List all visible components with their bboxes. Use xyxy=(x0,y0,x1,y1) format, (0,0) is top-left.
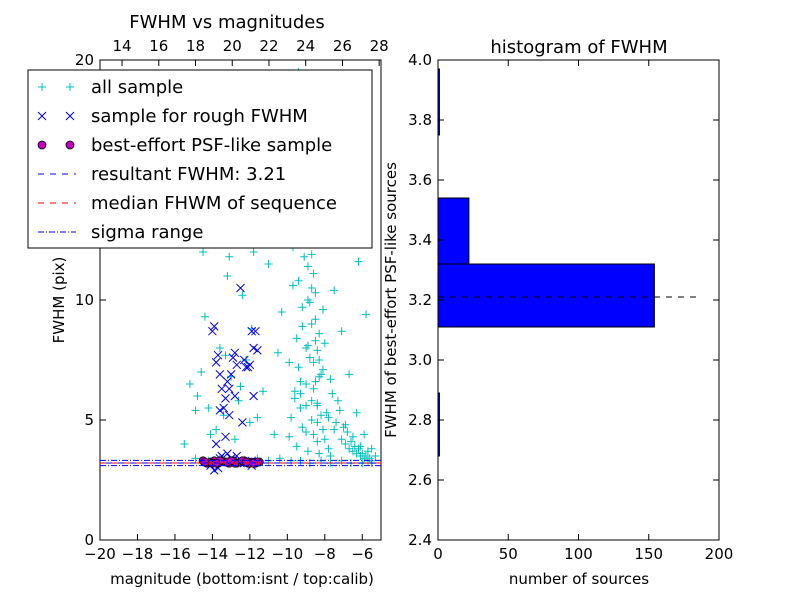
scatter-x-tick-label: −12 xyxy=(234,545,266,563)
scatter-title: FWHM vs magnitudes xyxy=(129,12,324,33)
histogram-x-tick-label: 100 xyxy=(564,545,593,563)
scatter-y-tick-label: 0 xyxy=(84,531,94,549)
scatter-y-tick-label: 10 xyxy=(75,291,94,309)
scatter-top-tick-label: 16 xyxy=(149,37,168,55)
histogram-y-tick-label: 2.4 xyxy=(408,531,432,549)
histogram-y-tick-label: 2.6 xyxy=(408,471,432,489)
histogram-bar xyxy=(438,69,439,135)
histogram-x-tick-label: 0 xyxy=(433,545,443,563)
scatter-x-tick-label: −6 xyxy=(351,545,373,563)
histogram-x-tick-label: 150 xyxy=(634,545,663,563)
scatter-top-tick-label: 22 xyxy=(259,37,278,55)
histogram-y-tick-label: 4.0 xyxy=(408,51,432,69)
histogram-y-tick-label: 3.8 xyxy=(408,111,432,129)
scatter-top-tick-label: 26 xyxy=(333,37,352,55)
histogram-y-tick-label: 3.6 xyxy=(408,171,432,189)
histogram-y-axis-label: FWHM of best-effort PSF-like sources xyxy=(382,162,400,438)
histogram-y-tick-label: 3.0 xyxy=(408,351,432,369)
scatter-x-tick-label: −18 xyxy=(122,545,154,563)
psf-like-point xyxy=(66,141,74,149)
histogram-bar xyxy=(438,393,439,456)
scatter-top-tick-label: 18 xyxy=(186,37,205,55)
histogram-bar xyxy=(438,198,469,264)
legend-label: all sample xyxy=(91,77,183,98)
scatter-y-tick-label: 5 xyxy=(84,411,94,429)
psf-like-point xyxy=(242,458,250,466)
scatter-legend: all sample sample for rough FWHM best-effo… xyxy=(28,70,372,248)
scatter-x-tick-label: −10 xyxy=(272,545,304,563)
scatter-top-tick-label: 28 xyxy=(370,37,389,55)
histogram-x-tick-label: 50 xyxy=(499,545,518,563)
scatter-x-tick-label: −14 xyxy=(197,545,229,563)
histogram-y-tick-label: 2.8 xyxy=(408,411,432,429)
legend-label: sample for rough FWHM xyxy=(91,106,308,127)
histogram-x-axis-label: number of sources xyxy=(509,570,649,588)
scatter-top-tick-label: 14 xyxy=(112,37,131,55)
histogram-bar xyxy=(438,264,654,327)
legend-label: median FHWM of sequence xyxy=(91,193,337,214)
legend-label: best-effort PSF-like sample xyxy=(91,135,332,156)
histogram-y-tick-label: 3.2 xyxy=(408,291,432,309)
psf-like-point xyxy=(201,458,209,466)
histogram-y-tick-label: 3.4 xyxy=(408,231,432,249)
psf-like-point xyxy=(38,141,46,149)
legend-label: resultant FWHM: 3.21 xyxy=(91,164,286,185)
scatter-y-tick-label: 20 xyxy=(75,51,94,69)
histogram-x-tick-label: 200 xyxy=(705,545,734,563)
scatter-x-tick-label: −16 xyxy=(159,545,191,563)
legend-label: sigma range xyxy=(91,222,203,243)
scatter-x-tick-label: −8 xyxy=(314,545,336,563)
scatter-y-axis-label: FWHM (pix) xyxy=(50,257,68,344)
scatter-x-axis-label: magnitude (bottom:isnt / top:calib) xyxy=(110,570,374,588)
histogram-title: histogram of FWHM xyxy=(490,37,667,58)
scatter-plot: −20−18−16−14−12−10−8−6051015201416182022… xyxy=(28,12,389,588)
scatter-top-tick-label: 24 xyxy=(296,37,315,55)
scatter-top-tick-label: 20 xyxy=(223,37,242,55)
